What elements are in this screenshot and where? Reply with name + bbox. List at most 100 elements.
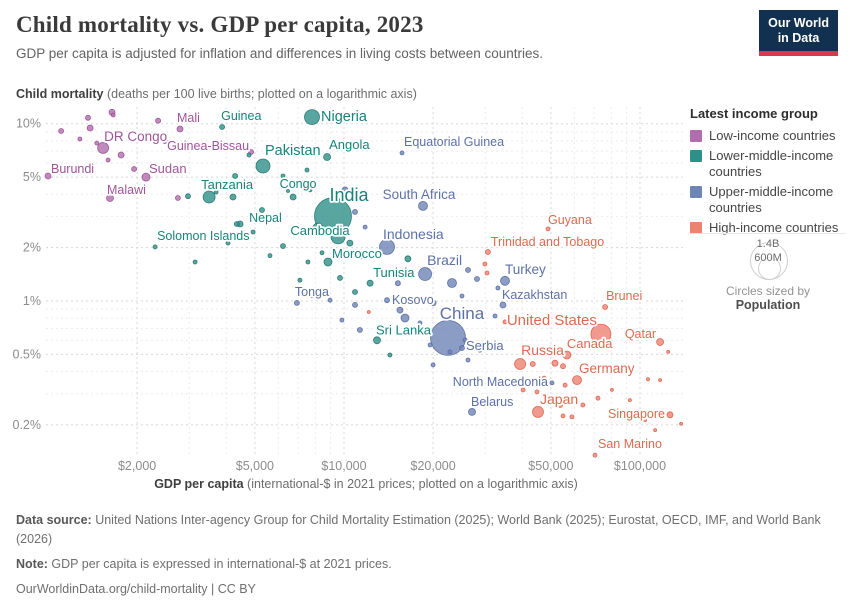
data-point[interactable]: [484, 270, 490, 276]
data-point-russia[interactable]: [514, 358, 526, 370]
data-point[interactable]: [502, 319, 508, 325]
country-label[interactable]: Brunei: [604, 287, 644, 305]
data-point[interactable]: [352, 208, 358, 215]
data-point[interactable]: [280, 243, 286, 250]
data-point-japan[interactable]: [532, 405, 544, 418]
legend-item-upper_middle[interactable]: Upper-middle-income countries: [690, 184, 846, 216]
data-point-serbia[interactable]: [459, 345, 465, 351]
country-label[interactable]: Kazakhstan: [500, 286, 569, 304]
data-point[interactable]: [534, 389, 540, 395]
legend-item-lower_middle[interactable]: Lower-middle-income countries: [690, 148, 846, 180]
data-point-turkey[interactable]: [500, 275, 510, 286]
data-point[interactable]: [185, 193, 191, 200]
data-point[interactable]: [297, 277, 303, 283]
data-point-malawi[interactable]: [106, 194, 114, 202]
data-point[interactable]: [560, 413, 566, 419]
data-point-san-marino[interactable]: [592, 452, 598, 458]
data-point[interactable]: [560, 363, 566, 370]
country-label[interactable]: Pakistan: [263, 141, 322, 161]
data-point[interactable]: [366, 310, 371, 314]
data-point[interactable]: [430, 362, 436, 368]
data-point[interactable]: [339, 317, 345, 323]
country-label[interactable]: Qatar: [623, 325, 658, 343]
country-label[interactable]: Guinea-Bissau: [165, 137, 251, 155]
data-point[interactable]: [85, 114, 91, 121]
data-point-tonga[interactable]: [293, 299, 300, 306]
data-point[interactable]: [417, 320, 423, 326]
data-point[interactable]: [267, 253, 273, 259]
data-point[interactable]: [459, 293, 465, 299]
data-point[interactable]: [110, 112, 116, 118]
data-point-nigeria[interactable]: [304, 109, 320, 125]
data-point[interactable]: [305, 259, 311, 265]
data-point[interactable]: [174, 195, 181, 201]
data-point[interactable]: [155, 117, 162, 124]
data-point[interactable]: [658, 378, 662, 383]
data-point-north-macedonia[interactable]: [549, 380, 555, 386]
data-point[interactable]: [172, 165, 178, 171]
data-point[interactable]: [286, 189, 290, 193]
data-point[interactable]: [355, 250, 365, 260]
data-point-united-states[interactable]: [590, 323, 612, 345]
data-point[interactable]: [396, 306, 404, 314]
data-point[interactable]: [427, 342, 433, 348]
data-point-solomon-islands[interactable]: [152, 244, 158, 250]
data-point-mali[interactable]: [176, 125, 184, 133]
data-point[interactable]: [495, 285, 501, 291]
data-point[interactable]: [439, 307, 445, 313]
data-point[interactable]: [610, 387, 614, 392]
data-point[interactable]: [546, 397, 552, 403]
data-point[interactable]: [344, 144, 350, 150]
data-point[interactable]: [580, 402, 586, 408]
data-point[interactable]: [105, 157, 111, 163]
data-point[interactable]: [394, 280, 401, 287]
country-label[interactable]: Tanzania: [199, 175, 255, 194]
data-point[interactable]: [250, 229, 256, 235]
data-point[interactable]: [643, 418, 647, 423]
data-point-guyana[interactable]: [545, 226, 551, 232]
data-point[interactable]: [352, 301, 358, 308]
data-point[interactable]: [213, 189, 219, 195]
data-point-pakistan[interactable]: [255, 158, 271, 174]
country-label[interactable]: Sri Lanka: [374, 321, 433, 340]
country-label[interactable]: Turkey: [503, 260, 548, 279]
data-point[interactable]: [182, 168, 187, 172]
data-point[interactable]: [465, 357, 471, 363]
data-point[interactable]: [447, 349, 453, 355]
data-point-sudan[interactable]: [141, 172, 151, 182]
country-label[interactable]: Mali: [175, 109, 201, 127]
country-label[interactable]: Singapore: [606, 405, 667, 423]
data-point[interactable]: [569, 414, 575, 420]
country-label[interactable]: DR Congo: [102, 127, 169, 146]
data-point-germany[interactable]: [572, 375, 582, 386]
data-point-indonesia[interactable]: [379, 238, 395, 255]
country-label[interactable]: South Africa: [381, 185, 458, 204]
data-point-dr-congo[interactable]: [97, 141, 109, 154]
data-point-singapore[interactable]: [666, 411, 674, 419]
country-label[interactable]: Solomon Islands: [155, 227, 251, 245]
country-label[interactable]: Angola: [327, 135, 372, 154]
data-point[interactable]: [427, 297, 434, 304]
data-point-brazil[interactable]: [418, 267, 433, 281]
data-point-belarus[interactable]: [468, 407, 476, 416]
data-point[interactable]: [94, 140, 100, 146]
data-point[interactable]: [404, 255, 412, 263]
data-point-burundi[interactable]: [44, 172, 52, 180]
country-label[interactable]: Sudan: [147, 159, 188, 178]
country-label[interactable]: Trinidad and Tobago: [489, 233, 606, 251]
data-point[interactable]: [259, 207, 265, 213]
data-point-south-africa[interactable]: [418, 200, 428, 211]
data-point[interactable]: [459, 382, 465, 388]
country-label[interactable]: Indonesia: [381, 224, 445, 244]
country-label[interactable]: Germany: [577, 359, 636, 378]
data-point-qatar[interactable]: [656, 338, 664, 346]
data-point[interactable]: [387, 352, 393, 358]
data-point[interactable]: [330, 229, 346, 245]
data-point[interactable]: [337, 274, 343, 281]
data-point[interactable]: [246, 152, 252, 158]
data-point[interactable]: [551, 359, 559, 367]
data-point[interactable]: [117, 151, 125, 159]
data-point[interactable]: [352, 289, 358, 295]
data-point[interactable]: [465, 267, 471, 273]
data-point[interactable]: [233, 221, 240, 227]
